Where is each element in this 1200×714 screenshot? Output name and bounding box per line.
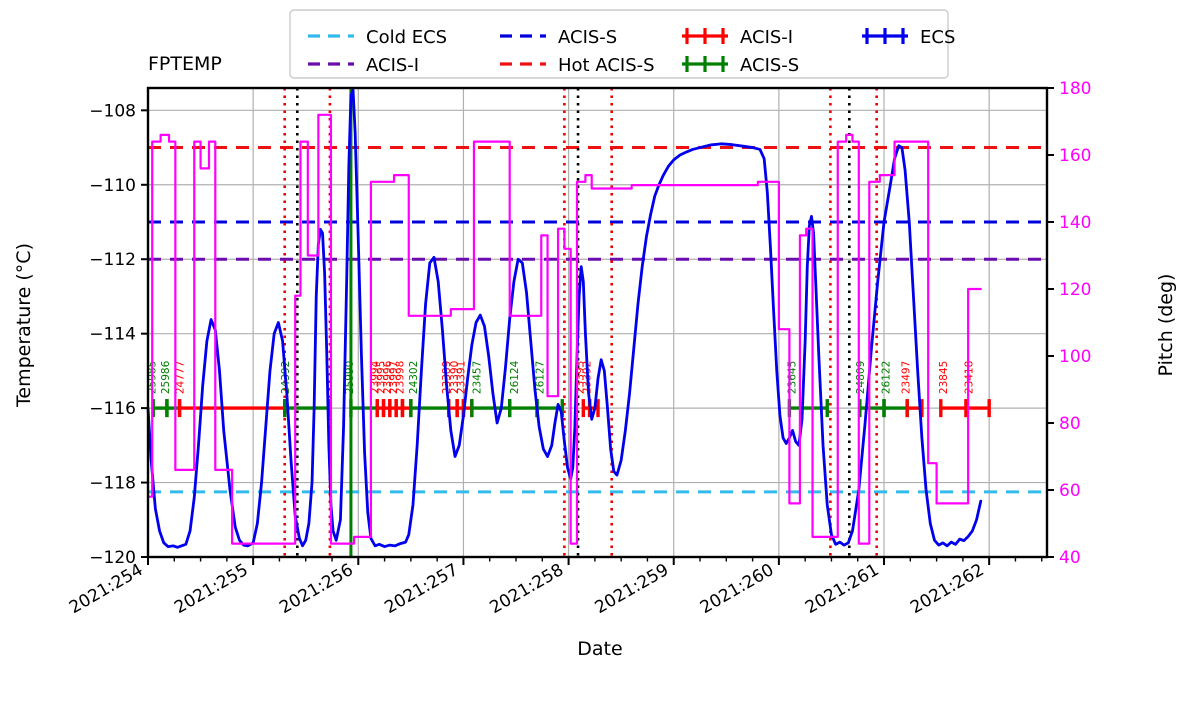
obsid-label: 23997 — [388, 361, 400, 394]
obsid-labels: 25985 25986 24777 24392 25990 239942399523996… — [146, 360, 975, 394]
obsid-label: 26122 — [880, 361, 892, 394]
y-axis-label-left: Temperature (°C) — [13, 243, 35, 408]
legend-label: ECS — [920, 27, 955, 48]
obsid-label: 24302 — [408, 361, 420, 394]
y-tick-label-left: −108 — [89, 101, 136, 121]
x-axis-label: Date — [577, 638, 622, 660]
legend-label: ACIS-S — [740, 55, 799, 76]
obsid-label: 23845 — [938, 361, 950, 394]
data-series — [146, 88, 983, 549]
legend-label: Cold ECS — [366, 27, 447, 48]
obsid-label: 23497 — [900, 361, 912, 394]
series-ecs — [146, 88, 983, 549]
y-tick-label-right: 180 — [1059, 79, 1091, 99]
legend-label: ACIS-I — [740, 27, 793, 48]
obsid-label: 23390 — [449, 361, 461, 394]
obsid-label: 25986 — [160, 360, 172, 394]
obsid-label: 23994 — [369, 360, 381, 394]
y-tick-label-right: 80 — [1059, 414, 1081, 434]
vertical-event-markers — [283, 88, 878, 557]
y-tick-label-left: −114 — [89, 325, 136, 345]
y-tick-label-right: 160 — [1059, 146, 1091, 166]
y-tick-label-left: −112 — [89, 250, 136, 270]
obsid-label: 26124 — [509, 360, 521, 394]
obsid-label: 25990 — [344, 361, 356, 394]
y-tick-label-right: 100 — [1059, 347, 1091, 367]
plot-title: FPTEMP — [148, 53, 222, 75]
y-tick-label-left: −116 — [89, 399, 136, 419]
axes-frame — [146, 86, 1049, 559]
legend-label: ACIS-S — [558, 27, 617, 48]
legend-box — [289, 9, 949, 79]
legend-item-acis-s[interactable]: ACIS-S — [682, 55, 799, 76]
obsid-label: 24809 — [855, 361, 867, 394]
obsid-label: 23998 — [395, 361, 407, 394]
obsid-label: 23995 — [376, 361, 388, 394]
y-tick-label-left: −110 — [89, 176, 136, 196]
y-tick-label-right: 140 — [1059, 213, 1091, 233]
y-axis-label-right: Pitch (deg) — [1155, 274, 1177, 377]
obsid-label: 26127 — [534, 361, 546, 394]
legend-item-ecs[interactable]: ECS — [862, 27, 955, 48]
obsid-label: 24777 — [175, 361, 187, 394]
y-tick-label-left: −120 — [89, 548, 136, 568]
y-tick-label-left: −118 — [89, 474, 136, 494]
legend-item-acis-s[interactable]: ACIS-S — [500, 27, 617, 48]
series-pitch — [146, 113, 982, 545]
legend-item-hot-acis-s[interactable]: Hot ACIS-S — [500, 55, 655, 76]
legend-label: ACIS-I — [366, 55, 419, 76]
obsid-label: 23391 — [455, 361, 467, 394]
obsid-label: 23418 — [963, 361, 975, 394]
legend-label: Hot ACIS-S — [558, 55, 655, 76]
legend-item-acis-i[interactable]: ACIS-I — [682, 27, 793, 48]
legend-item-cold-ecs[interactable]: Cold ECS — [308, 27, 447, 48]
obsid-label: 23457 — [471, 361, 483, 394]
y-tick-label-right: 120 — [1059, 280, 1091, 300]
obsid-label: 23996 — [382, 360, 394, 394]
legend-item-acis-i[interactable]: ACIS-I — [308, 55, 419, 76]
legend: Cold ECS ACIS-S ACIS-I ECS ACIS-I Hot ACIS-S A… — [289, 9, 955, 79]
axes-spine — [146, 86, 1049, 559]
y-tick-label-right: 60 — [1059, 481, 1081, 501]
y-tick-label-right: 40 — [1059, 548, 1081, 568]
